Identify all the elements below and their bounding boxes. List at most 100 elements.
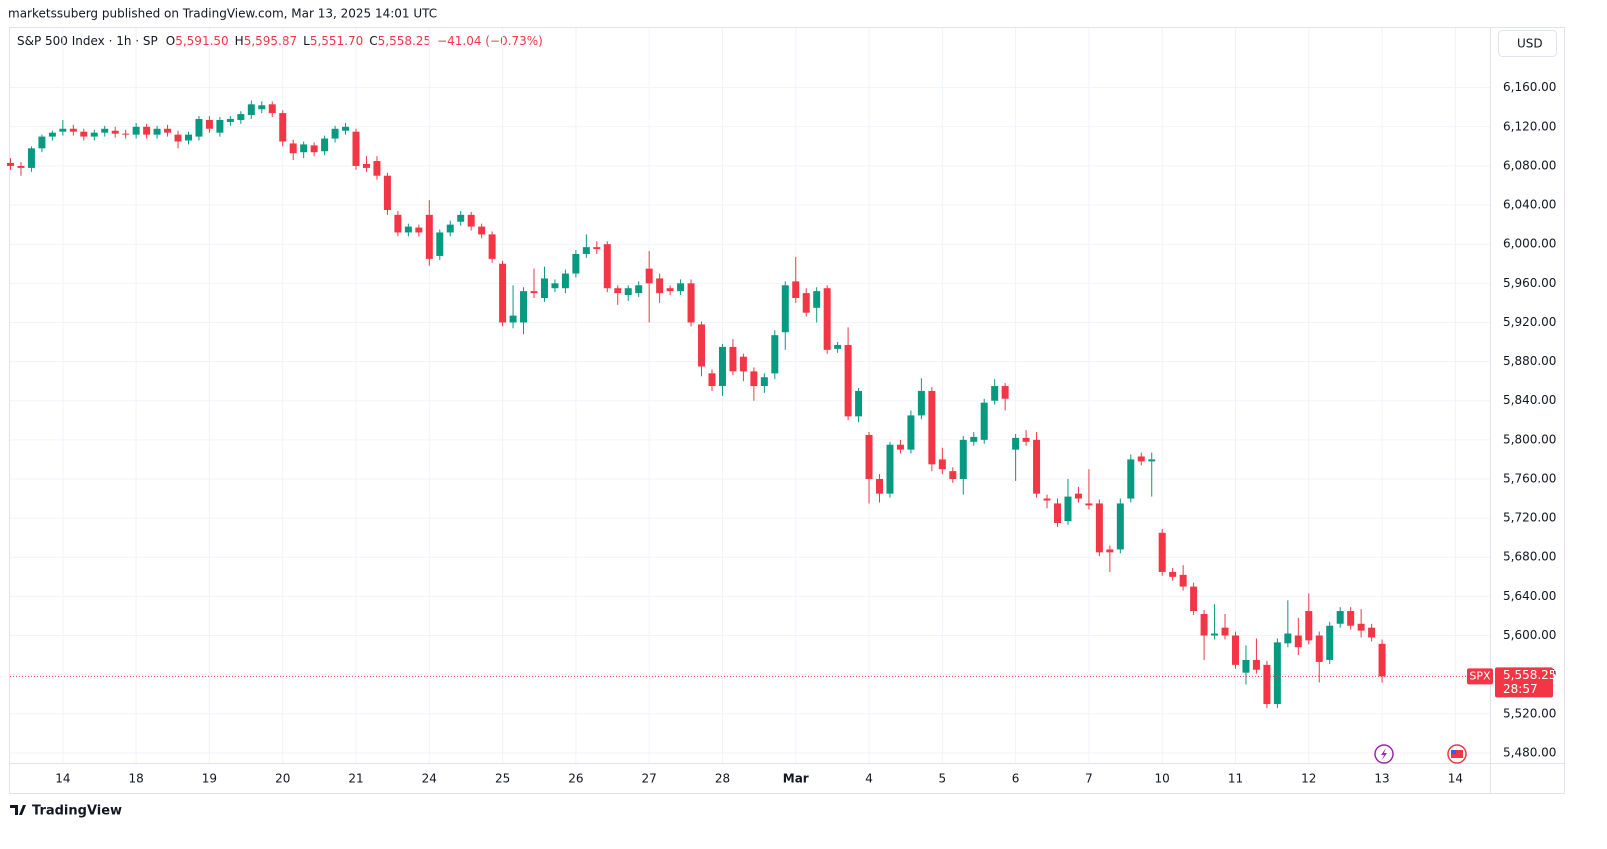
candle-body [1001, 386, 1009, 399]
candle-body [80, 131, 88, 137]
change: −41.04 (−0.73%) [437, 34, 543, 48]
candle-body [184, 134, 192, 141]
candle-body [310, 145, 318, 153]
candle-body [69, 128, 77, 132]
y-tick-label: 5,520.00 [1503, 706, 1556, 720]
publisher: marketssuberg published on TradingView.c… [8, 7, 437, 21]
candle-body [7, 163, 14, 166]
candle-body [478, 226, 486, 235]
x-tick-label: 7 [1085, 772, 1093, 786]
open: 5,591.50 [175, 34, 228, 48]
candle-body [1252, 659, 1260, 670]
candle-body [457, 214, 465, 222]
candle-body [101, 128, 109, 133]
candle-body [59, 128, 67, 132]
currency[interactable]: USD [1517, 37, 1543, 51]
candle-body [321, 138, 329, 152]
candle-body [551, 283, 559, 289]
l-label: L [303, 34, 310, 48]
candle-body [289, 143, 297, 154]
frame [9, 27, 1565, 794]
candle-body [1033, 439, 1041, 494]
candle-body [896, 444, 904, 450]
y-tick-label: 6,080.00 [1503, 158, 1556, 172]
candle-body [1095, 503, 1103, 553]
candle-body [844, 344, 852, 417]
candle-body [362, 163, 370, 168]
y-tick-label: 5,760.00 [1503, 471, 1556, 485]
candle-body [949, 471, 957, 479]
candle-body [279, 113, 287, 142]
flag [1451, 750, 1463, 758]
candle-body [436, 232, 444, 256]
x-tick-label: 14 [1448, 772, 1463, 786]
candle-body [938, 459, 946, 470]
candle-body [1305, 611, 1313, 641]
plot: 5,480.005,520.005,560.005,600.005,640.00… [7, 28, 1556, 786]
candle-body [425, 214, 433, 259]
candle-body [823, 288, 831, 350]
candle-body [907, 415, 915, 450]
candle-body [708, 373, 716, 387]
candle-body [48, 132, 56, 137]
candle-body [614, 288, 622, 294]
candle-body [1158, 532, 1166, 572]
candle-body [1273, 642, 1281, 704]
candle-body [572, 253, 580, 274]
x-tick-label: 24 [422, 772, 437, 786]
candle-body [530, 291, 538, 294]
y-tick-label: 6,040.00 [1503, 198, 1556, 212]
candle-body [195, 118, 203, 137]
candle-body [404, 226, 412, 233]
candle-body [1347, 611, 1355, 626]
event-icons [1374, 744, 1467, 764]
candle-body [959, 439, 967, 479]
legend-text: S&P 500 Index · 1h · SP O5,591.50 H5,595.8… [17, 34, 543, 48]
candle-body [603, 244, 611, 289]
candle-body [111, 130, 119, 134]
candle-body [656, 278, 664, 294]
candle-body [17, 165, 25, 168]
candle-body [132, 126, 140, 135]
candle-body [876, 478, 884, 494]
candle-body [226, 118, 234, 122]
legend: S&P 500 Index · 1h · SP O5,591.50 H5,595.8… [17, 34, 543, 48]
candle-body [1116, 503, 1124, 550]
candle-body [834, 344, 842, 349]
candle-body [216, 119, 224, 133]
candle-body [1179, 574, 1187, 587]
candle-body [677, 283, 685, 292]
candle-body [415, 227, 423, 233]
candle-body [1085, 503, 1093, 506]
candle-body [1064, 496, 1072, 522]
candle-body [582, 247, 590, 254]
candle-body [1211, 633, 1219, 636]
candle-body [687, 283, 695, 323]
flag-canton [1451, 750, 1456, 754]
y-tick-label: 5,960.00 [1503, 276, 1556, 290]
candle-body [394, 214, 402, 233]
currency-button[interactable] [1498, 30, 1557, 57]
x-tick-label: 26 [568, 772, 583, 786]
candle-body [1190, 586, 1198, 612]
candle-body [802, 293, 810, 313]
candle-body [1242, 659, 1250, 673]
y-tick-label: 5,800.00 [1503, 432, 1556, 446]
candle-body [1284, 633, 1292, 644]
candle-body [624, 288, 632, 296]
candle-body [122, 133, 130, 135]
candle-body [300, 144, 308, 153]
candle-body [593, 247, 601, 250]
candle-body [1315, 635, 1323, 662]
candle-body [1336, 611, 1344, 624]
candle-body [90, 132, 98, 137]
candle-body [446, 224, 454, 233]
y-tick-label: 6,000.00 [1503, 237, 1556, 251]
candle-body [247, 104, 255, 116]
y-tick-label: 6,120.00 [1503, 119, 1556, 133]
symbol-tag [1467, 668, 1493, 685]
candle-body [1074, 493, 1082, 499]
